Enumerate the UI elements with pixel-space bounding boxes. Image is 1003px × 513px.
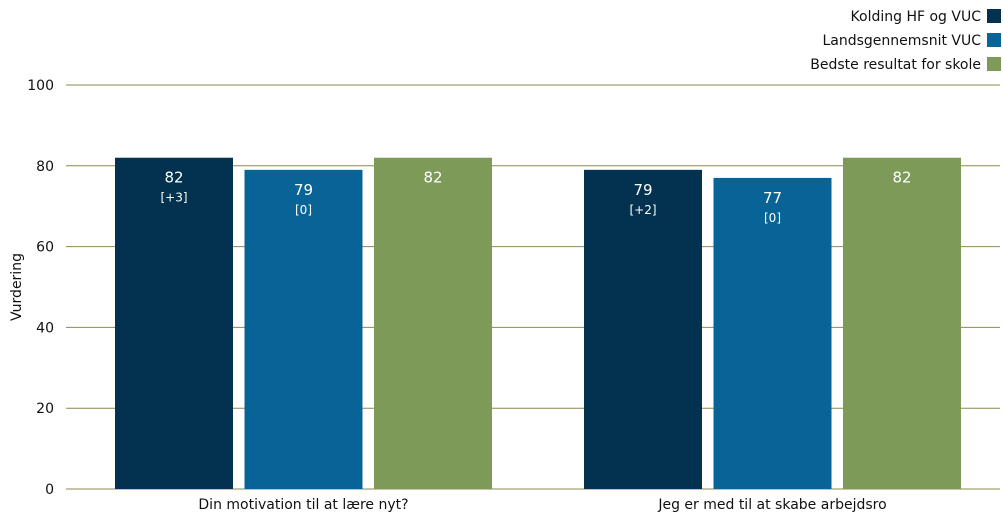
- bar-value-label: 79: [294, 181, 313, 199]
- legend-swatch: [987, 57, 1001, 71]
- category-labels: Din motivation til at lære nyt? Jeg er me…: [198, 497, 886, 513]
- y-tick-label: 40: [36, 320, 54, 336]
- y-tick-label: 60: [36, 240, 54, 256]
- y-tick-label: 0: [45, 482, 54, 498]
- y-tick-label: 80: [36, 159, 54, 175]
- legend: Kolding HF og VUC Landsgennemsnit VUC Beds…: [810, 9, 1001, 73]
- legend-label: Landsgennemsnit VUC: [822, 33, 981, 49]
- bar-value-label: 82: [164, 169, 183, 187]
- bar-value-label: 82: [892, 169, 911, 187]
- bar-value-label: 79: [633, 181, 652, 199]
- y-axis-ticks: 0 20 40 60 80 100: [27, 78, 54, 498]
- x-category-label: Din motivation til at lære nyt?: [198, 497, 408, 513]
- y-tick-label: 20: [36, 401, 54, 417]
- bar-delta-label: [+2]: [629, 203, 656, 217]
- legend-swatch: [987, 9, 1001, 23]
- x-category-label: Jeg er med til at skabe arbejdsro: [657, 497, 886, 513]
- bar: [374, 157, 492, 489]
- bar-delta-label: [0]: [295, 203, 312, 217]
- bar-value-label: 82: [423, 169, 442, 187]
- bar: [713, 177, 832, 490]
- legend-label: Bedste resultat for skole: [810, 57, 981, 73]
- bar-delta-label: [+3]: [160, 191, 187, 205]
- legend-swatch: [987, 33, 1001, 47]
- y-tick-label: 100: [27, 78, 54, 94]
- bar: [244, 169, 363, 489]
- bar-value-label: 77: [763, 189, 782, 207]
- legend-label: Kolding HF og VUC: [851, 9, 982, 25]
- bars: 82 [+3] 79 [0] 82 79 [+2] 77 [0] 82: [115, 157, 961, 490]
- y-axis-title: Vurdering: [9, 253, 25, 321]
- bar: [115, 157, 233, 489]
- bar-delta-label: [0]: [764, 211, 781, 225]
- bar: [843, 157, 961, 489]
- bar: [584, 169, 702, 489]
